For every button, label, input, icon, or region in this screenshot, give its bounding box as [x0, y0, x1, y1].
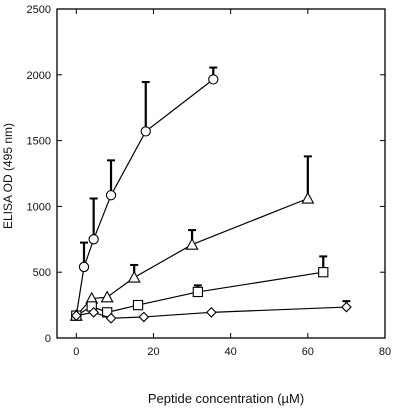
- y-tick-label: 1000: [27, 201, 51, 213]
- triangle-series: [69, 155, 315, 321]
- x-axis-label: Peptide concentration (µM): [148, 391, 304, 406]
- triangle-marker: [127, 270, 141, 283]
- circle-marker: [88, 234, 99, 245]
- triangle-marker: [301, 191, 315, 204]
- x-tick-label: 40: [225, 346, 237, 358]
- y-tick-label: 1500: [27, 136, 51, 148]
- square-marker: [132, 299, 144, 311]
- circle-series-line: [75, 78, 214, 316]
- x-tick-label: 80: [379, 346, 391, 358]
- axes-layer: 0 20 40 60 80 0 500 1000 1500 2000 2500: [27, 4, 392, 358]
- y-tick-label: 2000: [27, 70, 51, 82]
- diamond-marker: [138, 311, 150, 323]
- square-series: [71, 255, 329, 321]
- circle-marker: [140, 126, 151, 137]
- square-marker: [192, 286, 203, 298]
- diamond-marker: [341, 301, 352, 313]
- x-tick-label: 20: [147, 346, 159, 358]
- x-tick-label: 0: [73, 346, 79, 358]
- y-tick-label: 500: [33, 267, 51, 279]
- x-tick-label: 60: [302, 346, 314, 358]
- diamond-series: [70, 300, 352, 324]
- diamond-marker: [105, 312, 117, 324]
- y-axis-label: ELISA OD (495 nm): [1, 123, 15, 229]
- plot-frame: [56, 8, 386, 339]
- diamond-marker: [88, 306, 100, 318]
- y-tick-label: 2500: [27, 4, 51, 16]
- circle-marker: [78, 261, 90, 273]
- diamond-marker: [70, 310, 82, 322]
- series-layer: [69, 66, 352, 324]
- triangle-marker: [100, 290, 114, 303]
- circle-series: [71, 66, 219, 321]
- square-marker: [318, 267, 329, 278]
- diamond-marker: [205, 306, 217, 318]
- y-tick-label: 0: [45, 333, 51, 345]
- circle-marker: [208, 74, 219, 85]
- triangle-marker: [185, 237, 199, 250]
- circle-marker: [105, 190, 117, 201]
